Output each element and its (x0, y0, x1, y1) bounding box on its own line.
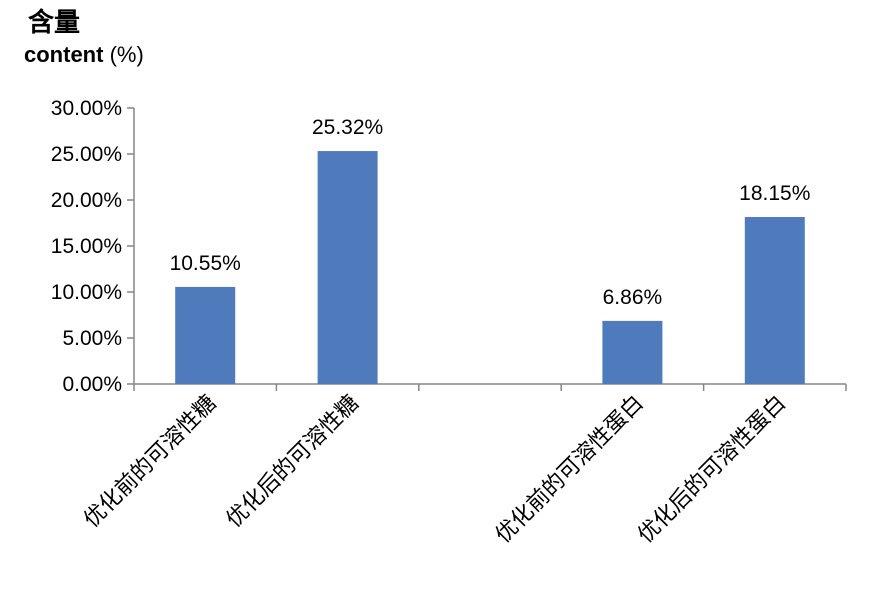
y-tick-label: 30.00% (51, 97, 122, 120)
y-tick-label: 0.00% (62, 373, 122, 396)
y-tick-label: 5.00% (62, 327, 122, 350)
y-tick-label: 10.00% (51, 281, 122, 304)
y-tick-label: 20.00% (51, 189, 122, 212)
y-axis-title-content: content (24, 42, 104, 67)
bar (602, 320, 663, 384)
x-category-label: 优化前的可溶性糖 (79, 391, 221, 533)
x-category-label: 优化后的可溶性蛋白 (633, 391, 791, 549)
x-category-label: 优化后的可溶性糖 (222, 391, 364, 533)
y-tick-label: 25.00% (51, 143, 122, 166)
y-axis-title-unit: (%) (103, 42, 144, 67)
data-label: 6.86% (603, 286, 663, 309)
bar (744, 217, 805, 384)
data-label: 25.32% (312, 116, 383, 139)
bar (175, 286, 236, 384)
y-axis-title-chinese: 含量 (28, 8, 81, 38)
data-label: 10.55% (170, 252, 241, 275)
y-tick-label: 15.00% (51, 235, 122, 258)
x-category-label: 优化前的可溶性蛋白 (491, 391, 649, 549)
y-axis-title-english: content (%) (24, 42, 144, 68)
bar (317, 151, 378, 384)
data-label: 18.15% (739, 182, 810, 205)
